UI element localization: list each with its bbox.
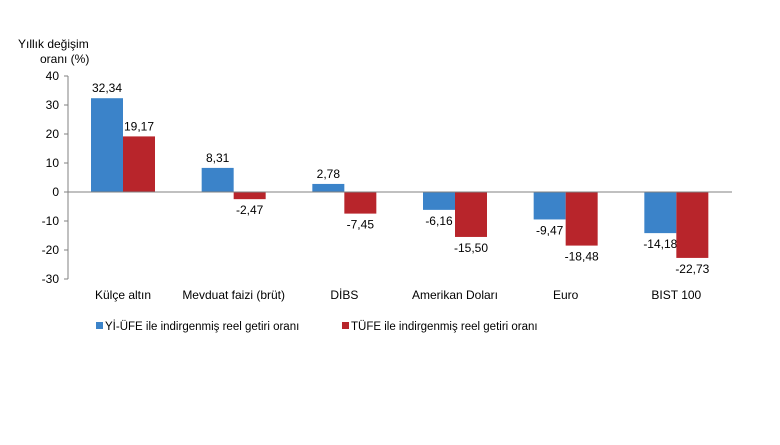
- x-tick-label: Mevduat faizi (brüt): [182, 288, 285, 302]
- y-tick-label: -30: [42, 272, 60, 286]
- data-label: -15,50: [454, 241, 488, 255]
- x-tick-label: Külçe altın: [95, 288, 151, 302]
- x-tick-label: BIST 100: [651, 288, 701, 302]
- bar-series-2: [344, 192, 377, 214]
- x-axis-labels: Külçe altın Mevduat faizi (brüt) DİBS Ameri…: [95, 288, 702, 302]
- bar-series-2: [676, 192, 709, 258]
- x-tick-label: Amerikan Doları: [412, 288, 498, 302]
- y-tick-label: 0: [52, 185, 59, 199]
- y-axis-title-line-2: oranı (%): [40, 52, 89, 66]
- bar-series-1: [423, 192, 455, 210]
- legend: Yİ-ÜFE ile indirgenmiş reel getiri oranı…: [96, 320, 538, 333]
- data-label: 19,17: [124, 119, 154, 133]
- data-label: 32,34: [92, 81, 122, 95]
- data-label: -22,73: [675, 262, 709, 276]
- bar-series-1: [644, 192, 677, 234]
- data-label: -2,47: [236, 203, 264, 217]
- data-label: -14,18: [643, 237, 677, 251]
- y-axis-title: Yıllık değişim oranı (%): [18, 37, 89, 66]
- y-tick-label: -20: [42, 243, 60, 257]
- x-tick-label: Euro: [553, 288, 579, 302]
- y-axis: -30 -20 -10 0 10 20 30 40: [42, 69, 69, 286]
- bar-series-1: [201, 167, 234, 192]
- data-label: -9,47: [536, 223, 564, 237]
- x-tick-label: DİBS: [330, 288, 358, 302]
- legend-swatch: [342, 322, 349, 329]
- y-tick-label: 10: [46, 156, 60, 170]
- legend-label: TÜFE ile indirgenmiş reel getiri oranı: [351, 321, 538, 333]
- data-label: -6,16: [425, 214, 453, 228]
- bars: 32,34 19,17 8,31 -2,47 2,78 -7,45 -6,16-15,50 -…: [91, 81, 710, 276]
- bar-series-1: [533, 192, 566, 220]
- bar-series-2: [565, 192, 598, 246]
- bar-series-1: [91, 98, 123, 192]
- legend-swatch: [96, 322, 103, 329]
- y-tick-label: 30: [46, 98, 60, 112]
- data-label: -18,48: [565, 250, 599, 264]
- bar-series-2: [233, 192, 266, 200]
- bar-series-2: [123, 136, 155, 192]
- data-label: 2,78: [317, 167, 341, 181]
- data-label: -7,45: [347, 218, 375, 232]
- y-axis-title-line-1: Yıllık değişim: [18, 37, 89, 51]
- bar-series-1: [312, 183, 345, 192]
- y-tick-label: 40: [46, 69, 60, 83]
- legend-label: Yİ-ÜFE ile indirgenmiş reel getiri oranı: [105, 320, 299, 333]
- bar-series-2: [455, 192, 487, 237]
- y-tick-label: -10: [42, 214, 60, 228]
- y-tick-label: 20: [46, 127, 60, 141]
- data-label: 8,31: [206, 151, 230, 165]
